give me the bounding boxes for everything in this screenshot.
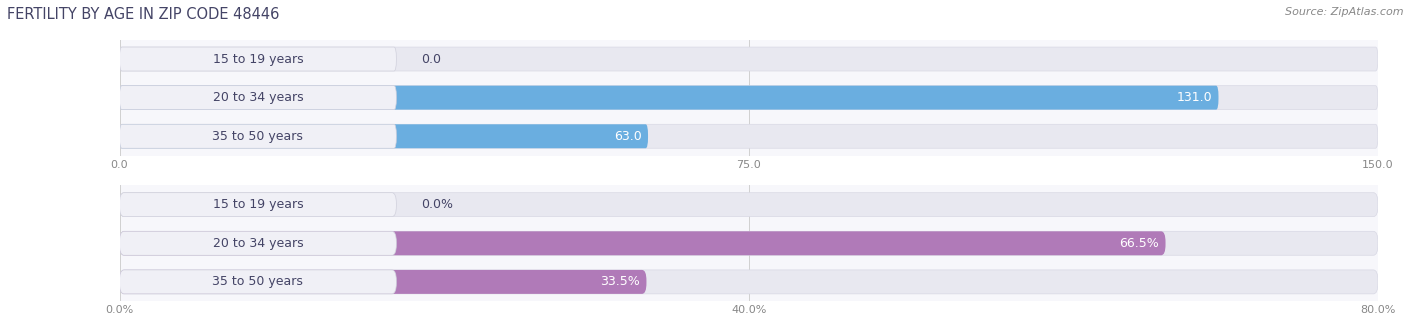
Text: FERTILITY BY AGE IN ZIP CODE 48446: FERTILITY BY AGE IN ZIP CODE 48446 (7, 7, 280, 22)
FancyBboxPatch shape (120, 124, 648, 148)
FancyBboxPatch shape (120, 124, 1378, 148)
FancyBboxPatch shape (120, 193, 396, 217)
FancyBboxPatch shape (120, 86, 1378, 110)
Text: 35 to 50 years: 35 to 50 years (212, 275, 304, 288)
Text: 20 to 34 years: 20 to 34 years (212, 91, 304, 104)
FancyBboxPatch shape (120, 193, 1378, 217)
FancyBboxPatch shape (120, 231, 1378, 255)
FancyBboxPatch shape (120, 47, 396, 71)
FancyBboxPatch shape (120, 86, 396, 110)
FancyBboxPatch shape (120, 47, 1378, 71)
Text: 0.0: 0.0 (422, 53, 441, 66)
Text: 20 to 34 years: 20 to 34 years (212, 237, 304, 250)
Text: 131.0: 131.0 (1177, 91, 1212, 104)
FancyBboxPatch shape (120, 270, 647, 294)
FancyBboxPatch shape (120, 231, 1166, 255)
Text: 63.0: 63.0 (614, 130, 641, 143)
Text: 33.5%: 33.5% (600, 275, 640, 288)
Text: 0.0%: 0.0% (422, 198, 454, 211)
FancyBboxPatch shape (120, 270, 1378, 294)
FancyBboxPatch shape (120, 86, 1219, 110)
Text: 15 to 19 years: 15 to 19 years (212, 198, 304, 211)
Text: 35 to 50 years: 35 to 50 years (212, 130, 304, 143)
FancyBboxPatch shape (120, 231, 396, 255)
Text: Source: ZipAtlas.com: Source: ZipAtlas.com (1285, 7, 1403, 17)
FancyBboxPatch shape (120, 270, 396, 294)
Text: 15 to 19 years: 15 to 19 years (212, 53, 304, 66)
FancyBboxPatch shape (120, 124, 396, 148)
Text: 66.5%: 66.5% (1119, 237, 1159, 250)
